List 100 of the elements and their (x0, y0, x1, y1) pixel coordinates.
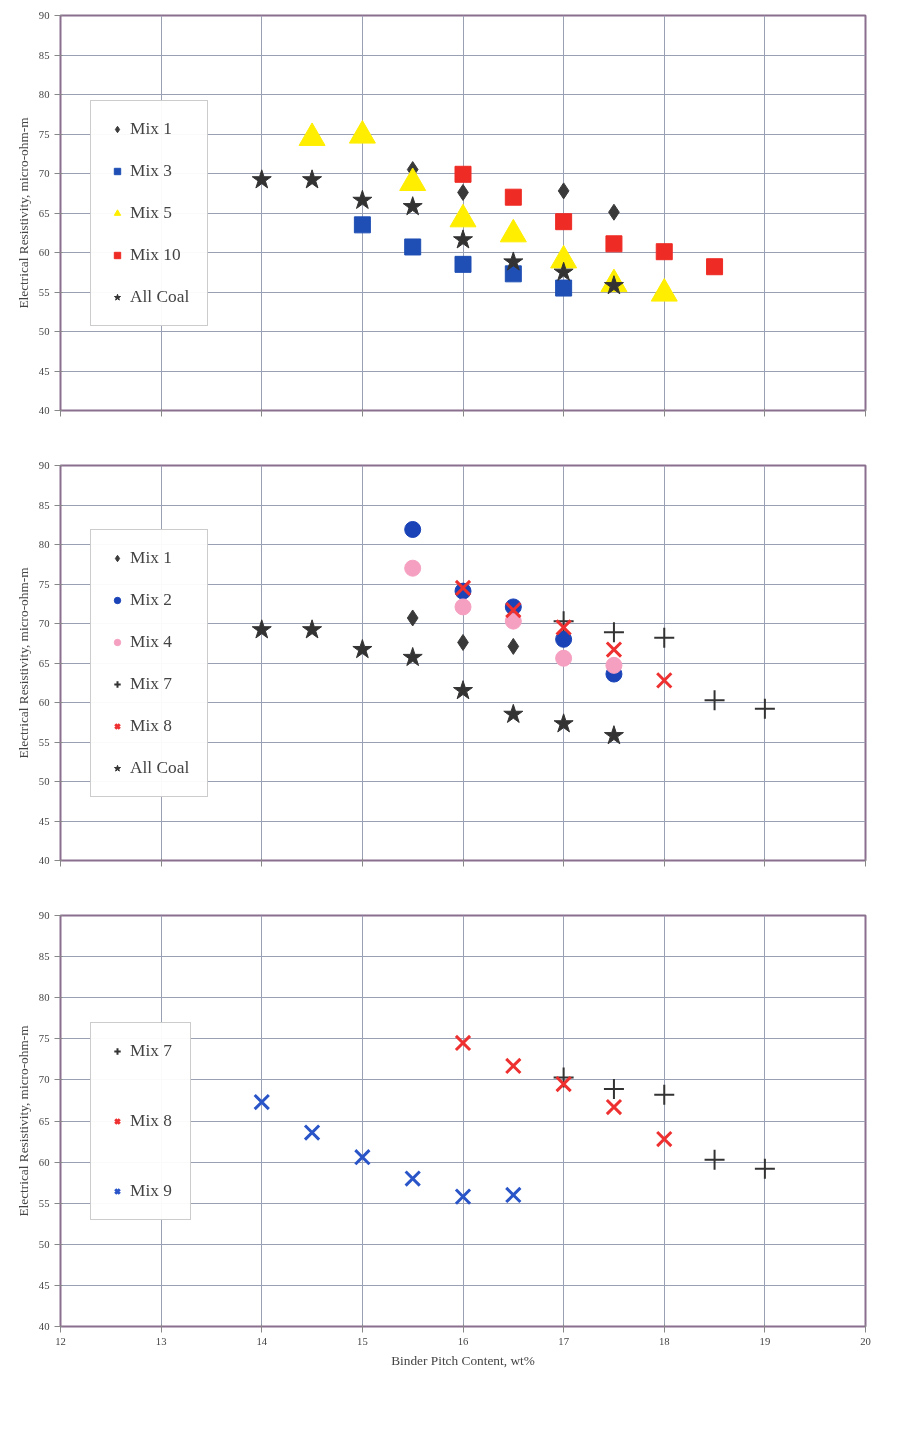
y-tick-label: 65 (38, 657, 50, 669)
y-tick-label: 45 (38, 1279, 50, 1291)
point (251, 619, 272, 639)
point (454, 255, 472, 273)
point (352, 189, 373, 209)
point (552, 1066, 575, 1089)
x-tick-label: 20 (860, 1335, 871, 1347)
point (655, 243, 673, 261)
legend-label: Mix 10 (130, 244, 181, 265)
point (303, 1123, 321, 1142)
y-tick-label: 60 (38, 1156, 50, 1168)
y-tick-label: 65 (38, 207, 50, 219)
point (504, 1057, 522, 1075)
point (302, 619, 323, 639)
y-tick-label: 90 (38, 10, 50, 21)
point (302, 169, 323, 189)
point (454, 1034, 472, 1052)
x-tick-label: 17 (558, 1335, 570, 1347)
point (753, 1157, 776, 1180)
y-tick-label: 70 (38, 618, 50, 629)
legend-label: Mix 5 (130, 202, 172, 223)
x-tick-label: 12 (55, 1335, 66, 1347)
x-axis-title: Binder Pitch Content, wt% (391, 1352, 535, 1368)
point (507, 637, 520, 655)
point (404, 1169, 422, 1188)
y-axis-title: Electrical Resistivity, micro-ohm-m (15, 116, 31, 309)
point (605, 1098, 623, 1116)
y-tick-label: 90 (38, 460, 50, 471)
point (557, 182, 570, 200)
point (653, 626, 676, 649)
point (602, 621, 625, 644)
point (602, 1077, 625, 1100)
y-tick-label: 55 (38, 286, 50, 298)
point (504, 1186, 522, 1204)
legend-label: Mix 8 (130, 1110, 172, 1131)
y-tick-label: 40 (38, 1321, 50, 1332)
legend-label: Mix 2 (130, 589, 172, 610)
y-tick-label: 45 (38, 815, 50, 827)
point (655, 671, 673, 689)
point (504, 188, 522, 206)
y-tick-label: 50 (38, 326, 50, 337)
point (352, 639, 373, 659)
legend-label: Mix 9 (130, 1180, 172, 1201)
legend-label: Mix 3 (130, 160, 172, 181)
point (553, 713, 574, 733)
point (655, 1130, 673, 1148)
y-tick-label: 60 (38, 697, 50, 708)
y-tick-label: 70 (38, 1074, 50, 1086)
legend-label: Mix 8 (130, 715, 172, 736)
point (603, 725, 624, 745)
x-tick-label: 15 (357, 1335, 368, 1347)
y-tick-label: 80 (38, 992, 50, 1004)
y-tick-label: 55 (38, 1197, 50, 1209)
x-tick-label: 13 (155, 1335, 167, 1347)
point (555, 618, 573, 637)
y-tick-label: 85 (38, 499, 50, 511)
y-tick-label: 75 (38, 1033, 50, 1045)
y-tick-label: 45 (38, 365, 50, 377)
y-tick-label: 80 (38, 89, 50, 100)
y-tick-label: 80 (38, 539, 50, 550)
point (555, 213, 573, 231)
point (454, 1188, 472, 1206)
y-tick-label: 50 (38, 1238, 50, 1250)
y-axis-title: Electrical Resistivity, micro-ohm-m (15, 566, 31, 759)
y-tick-label: 90 (38, 910, 50, 921)
point (703, 689, 726, 712)
point (454, 165, 472, 183)
x-tick-label: 19 (759, 1335, 771, 1347)
legend-label: Mix 4 (130, 631, 172, 652)
point (404, 238, 422, 256)
point (452, 680, 474, 700)
y-tick-label: 85 (38, 49, 50, 61)
point (454, 598, 472, 616)
point (404, 559, 422, 577)
point (402, 646, 423, 667)
point (555, 649, 573, 667)
y-tick-label: 85 (38, 951, 50, 963)
legend-label: Mix 1 (130, 547, 172, 568)
x-tick-label: 14 (256, 1335, 268, 1347)
point (555, 630, 573, 648)
point (703, 1148, 726, 1171)
point (555, 279, 573, 297)
y-axis-title: Electrical Resistivity, micro-ohm-m (15, 1024, 31, 1217)
point (605, 656, 623, 674)
y-tick-label: 55 (38, 736, 50, 748)
point (503, 703, 524, 723)
point (552, 610, 575, 633)
legend-label: All Coal (130, 757, 190, 778)
point (253, 1093, 271, 1111)
point (753, 697, 776, 720)
y-tick-label: 70 (38, 168, 50, 179)
legend-label: Mix 7 (130, 673, 172, 694)
point (452, 229, 474, 249)
point (605, 235, 623, 253)
y-tick-label: 60 (38, 247, 50, 258)
point (402, 196, 423, 216)
point (251, 169, 272, 189)
x-tick-label: 16 (457, 1335, 469, 1347)
point (406, 609, 419, 627)
point (553, 261, 574, 281)
